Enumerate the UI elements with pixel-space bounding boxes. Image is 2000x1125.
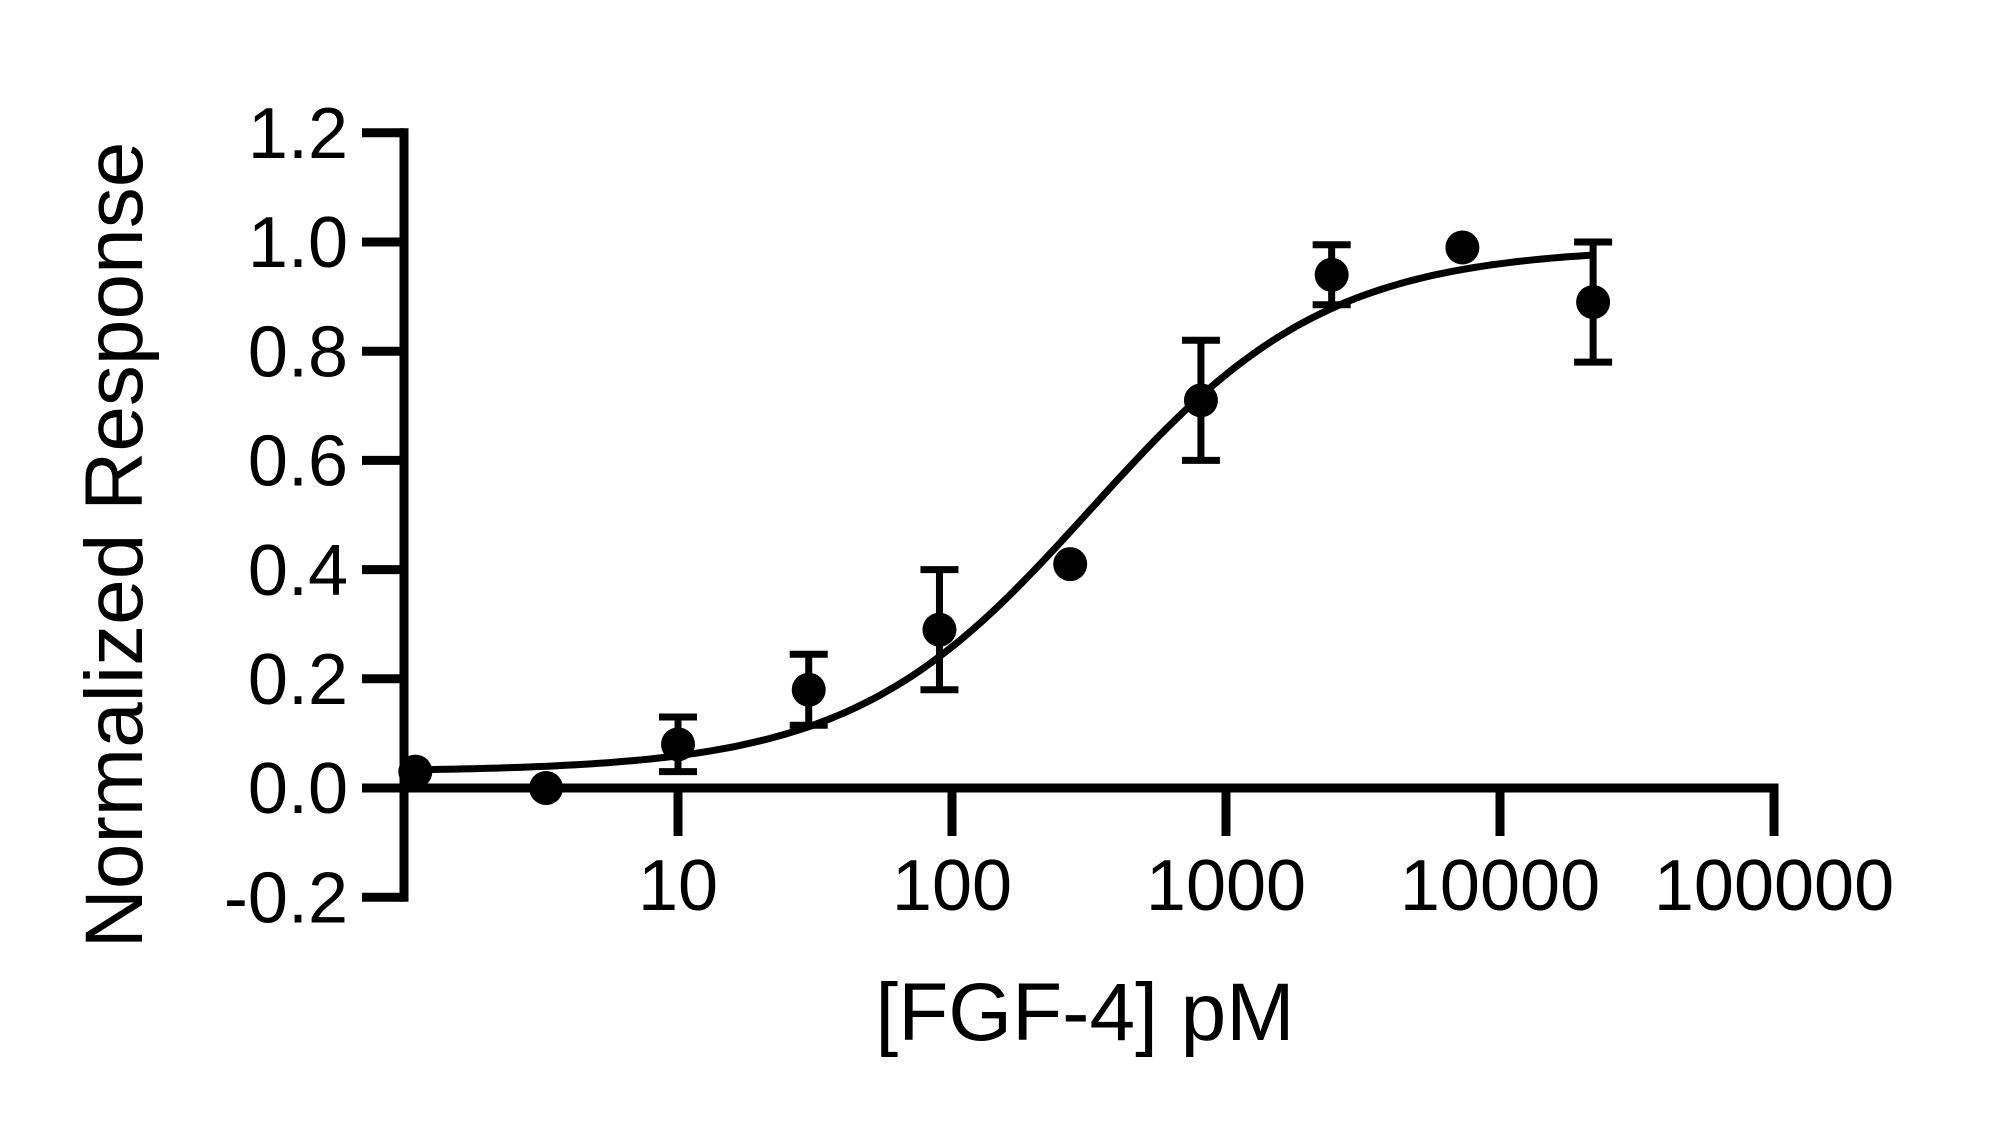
y-tick-label: -0.2 xyxy=(224,858,348,938)
x-tick-label: 100000 xyxy=(1654,846,1894,926)
y-tick-label: 0.2 xyxy=(248,640,348,720)
data-point-marker xyxy=(922,612,957,647)
axes: 1.2 1.0 0.8 0.6 0.4 0.2 0.0 -0.2 10 100 1000 10000 1… xyxy=(224,94,1894,938)
x-tick-label: 10000 xyxy=(1400,846,1600,926)
y-tick-label: 1.2 xyxy=(248,94,348,174)
y-tick-label: 0.6 xyxy=(248,422,348,502)
y-axis-title: Normalized Response xyxy=(69,142,160,949)
y-tick-label: 0.4 xyxy=(248,531,348,611)
data-point-marker xyxy=(661,727,695,762)
data-point-marker xyxy=(1053,547,1088,582)
fit-curve xyxy=(400,251,1597,774)
y-tick-label: 0.0 xyxy=(248,749,348,829)
x-tick-label: 1000 xyxy=(1146,846,1306,926)
data-point-marker xyxy=(1314,257,1349,292)
data-point-marker xyxy=(1445,230,1480,265)
x-tick-label: 100 xyxy=(892,846,1012,926)
x-tick-label: 10 xyxy=(638,846,718,926)
data-point-marker xyxy=(1576,285,1611,320)
data-point-marker xyxy=(791,672,826,707)
data-point-marker xyxy=(398,754,433,789)
data-points xyxy=(398,230,1613,805)
x-axis-title: [FGF-4] pM xyxy=(875,967,1294,1058)
data-point-marker xyxy=(1183,383,1218,418)
y-tick-label: 1.0 xyxy=(248,203,348,283)
y-tick-label: 0.8 xyxy=(248,312,348,392)
data-point-marker xyxy=(529,771,564,805)
